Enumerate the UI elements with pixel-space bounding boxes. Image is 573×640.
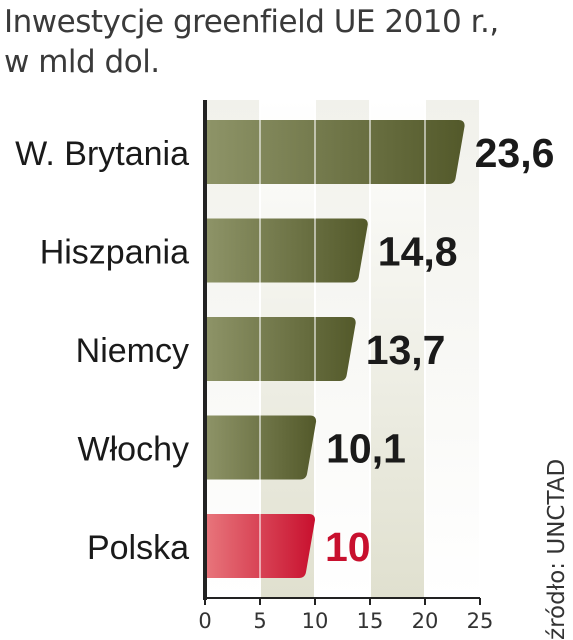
category-label: Włochy [78,431,189,469]
category-labels: W. Brytania Hiszpania Niemcy Włochy Polska [15,135,189,567]
bar-0 [205,120,465,184]
bars [205,120,465,578]
value-label: 10,1 [326,426,406,472]
chart-subtitle: w mld dol. [4,44,160,80]
category-label: W. Brytania [15,135,189,173]
x-tick-label: 5 [253,609,266,633]
category-label: Niemcy [76,332,189,370]
chart-title-line: Inwestycje greenfield UE 2010 r., [4,4,499,40]
value-label: 14,8 [378,229,458,275]
value-label: 13,7 [366,327,446,373]
chart-title: Inwestycje greenfield UE 2010 r., w mld d… [4,2,499,82]
value-label: 23,6 [475,130,555,176]
x-tick-label: 10 [302,609,329,633]
x-tick-label: 25 [467,609,494,633]
source-note: źródło: UNCTAD [544,458,570,640]
category-label: Hiszpania [40,234,189,272]
x-tick-label: 20 [412,609,439,633]
x-axis: 0 5 10 15 20 25 [198,100,493,633]
value-label: 10 [325,524,371,570]
value-labels: 23,6 14,8 13,7 10,1 10 [325,130,554,570]
category-label: Polska [87,529,189,567]
x-tick-label: 0 [198,609,211,633]
bar-2 [205,317,356,381]
bar-1 [205,218,368,283]
x-tick-label: 15 [357,609,384,633]
